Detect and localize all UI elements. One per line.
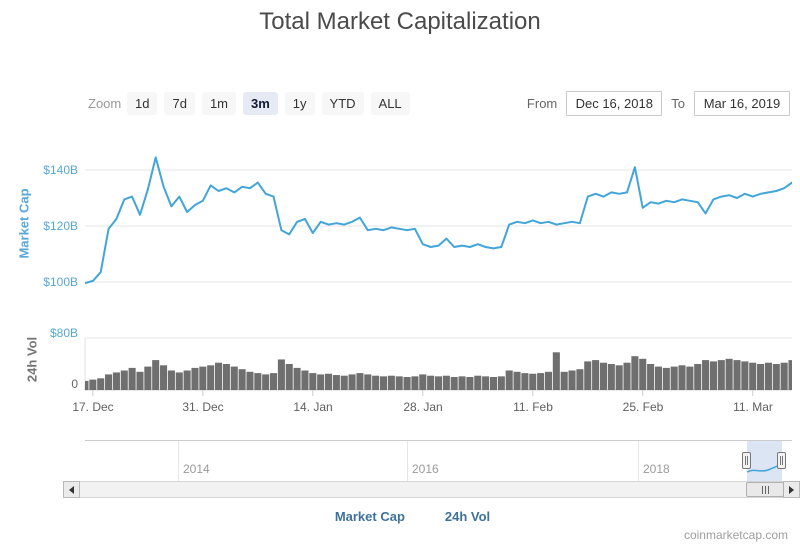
right-arrow-icon bbox=[789, 485, 794, 494]
chart-title: Total Market Capitalization bbox=[259, 8, 541, 35]
zoom-button-3m[interactable]: 3m bbox=[243, 92, 278, 115]
range-selector-toolbar: Zoom 1d 7d 1m 3m 1y YTD ALL From To bbox=[0, 91, 800, 117]
scrollbar-track[interactable] bbox=[79, 481, 784, 498]
zoom-button-1d[interactable]: 1d bbox=[127, 92, 158, 115]
zoom-label: Zoom bbox=[88, 96, 122, 111]
xtick-11mar: 11. Mar bbox=[733, 400, 773, 414]
scrollbar-right-arrow-button[interactable] bbox=[783, 481, 800, 498]
legend-item-market-cap[interactable]: Market Cap bbox=[310, 509, 405, 524]
ytick-80b: $80B bbox=[49, 326, 78, 340]
scrollbar-thumb[interactable] bbox=[746, 482, 784, 497]
navigator-gridline-2016 bbox=[407, 441, 408, 481]
to-label: To bbox=[671, 96, 685, 111]
navigator-left-handle[interactable] bbox=[742, 452, 751, 469]
xtick-17dec: 17. Dec bbox=[72, 400, 114, 414]
navigator-mini-series bbox=[746, 463, 783, 473]
navigator-gridline-2018 bbox=[638, 441, 639, 481]
watermark: coinmarketcap.com bbox=[683, 528, 788, 542]
zoom-button-1m[interactable]: 1m bbox=[201, 92, 236, 115]
ytick-140b: $140B bbox=[43, 163, 78, 177]
navigator-gridline-2014 bbox=[178, 441, 179, 481]
legend-item-24h-vol[interactable]: 24h Vol bbox=[427, 509, 490, 524]
zoom-button-1y[interactable]: 1y bbox=[284, 92, 315, 115]
navigator-right-handle[interactable] bbox=[777, 452, 786, 469]
market-cap-line-icon bbox=[310, 515, 328, 518]
ytick-0: 0 bbox=[71, 377, 78, 391]
zoom-button-group: 1d 7d 1m 3m 1y YTD ALL bbox=[127, 92, 410, 115]
from-label: From bbox=[526, 96, 558, 111]
zoom-button-7d[interactable]: 7d bbox=[164, 92, 195, 115]
chart-scrollbar[interactable] bbox=[63, 481, 800, 498]
navigator-year-2018: 2018 bbox=[643, 462, 670, 476]
navigator-year-2016: 2016 bbox=[412, 462, 439, 476]
vol-dot-icon bbox=[427, 511, 438, 522]
xtick-11feb: 11. Feb bbox=[513, 400, 553, 414]
zoom-button-ytd[interactable]: YTD bbox=[321, 92, 364, 115]
to-date-input[interactable] bbox=[694, 91, 790, 116]
xtick-25feb: 25. Feb bbox=[622, 400, 664, 414]
left-arrow-icon bbox=[69, 485, 74, 494]
legend-label-24h-vol: 24h Vol bbox=[444, 509, 491, 524]
legend-label-market-cap: Market Cap bbox=[334, 509, 405, 524]
legend: Market Cap 24h Vol bbox=[0, 509, 800, 524]
navigator-selected-range[interactable] bbox=[747, 441, 782, 481]
volume-plot-area[interactable] bbox=[85, 338, 792, 390]
market-cap-plot-area[interactable] bbox=[85, 148, 792, 312]
scrollbar-left-arrow-button[interactable] bbox=[63, 481, 80, 498]
ytick-120b: $120B bbox=[43, 219, 78, 233]
xtick-14jan: 14. Jan bbox=[293, 400, 333, 414]
ytick-100b: $100B bbox=[43, 275, 78, 289]
xtick-28jan: 28. Jan bbox=[403, 400, 443, 414]
navigator[interactable]: 2014 2016 2018 bbox=[85, 440, 792, 481]
date-range-inputs: From To bbox=[527, 91, 790, 116]
xtick-31dec: 31. Dec bbox=[182, 400, 224, 414]
navigator-year-2014: 2014 bbox=[183, 462, 210, 476]
zoom-button-all[interactable]: ALL bbox=[370, 92, 410, 115]
from-date-input[interactable] bbox=[566, 91, 663, 116]
